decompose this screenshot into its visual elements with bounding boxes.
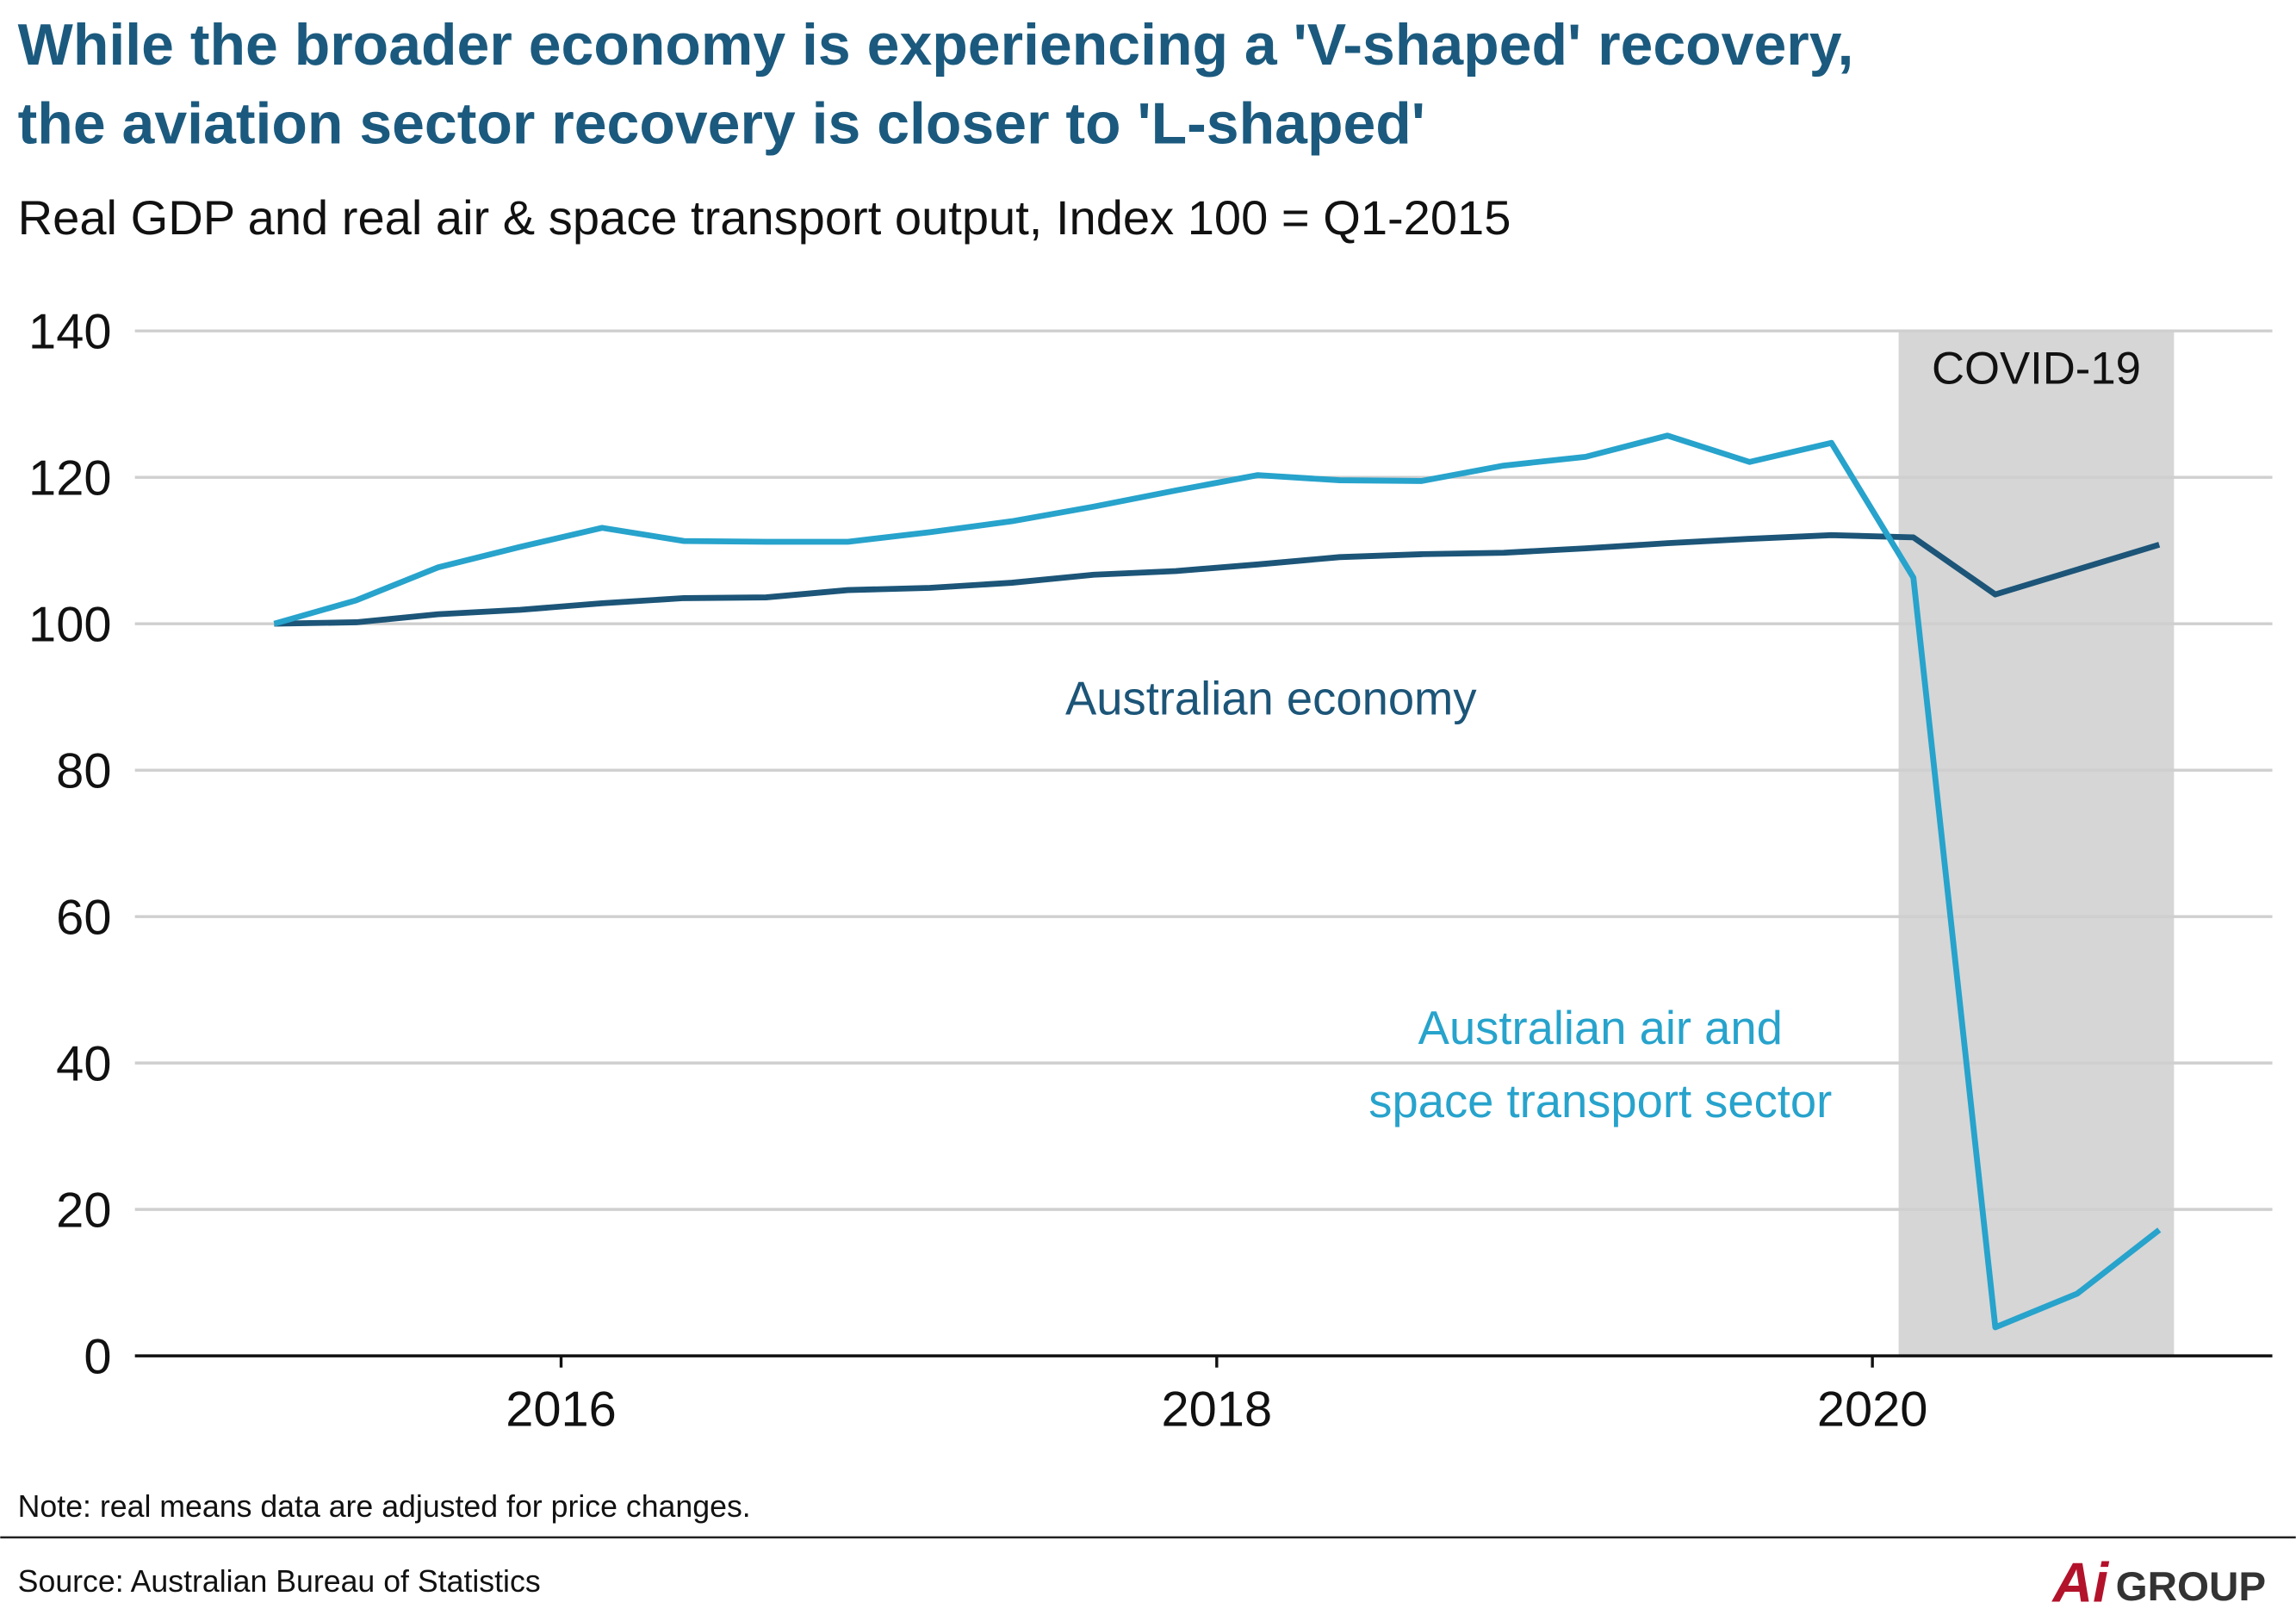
chart-title: the aviation sector recovery is closer t… bbox=[18, 91, 1425, 157]
note: Note: real means data are adjusted for p… bbox=[18, 1489, 751, 1524]
series-line bbox=[274, 531, 2161, 627]
x-tick-label: 2016 bbox=[506, 1382, 617, 1438]
y-tick-label: 20 bbox=[56, 1183, 111, 1239]
y-tick-label: 120 bbox=[28, 451, 111, 506]
chart-title: While the broader economy is experiencin… bbox=[18, 12, 1854, 78]
x-tick-label: 2020 bbox=[1817, 1382, 1928, 1438]
source: Source: Australian Bureau of Statistics bbox=[18, 1564, 541, 1599]
y-tick-label: 100 bbox=[28, 598, 111, 653]
chart-subtitle: Real GDP and real air & space transport … bbox=[18, 190, 1511, 245]
annotation: space transport sector bbox=[1368, 1075, 1832, 1127]
y-tick-label: 0 bbox=[84, 1330, 111, 1385]
logo-text: GROUP bbox=[2116, 1564, 2266, 1610]
y-tick-label: 80 bbox=[56, 744, 111, 799]
series-line bbox=[273, 432, 2162, 1331]
y-tick-label: 140 bbox=[28, 305, 111, 360]
logo-mark: Ai bbox=[2051, 1552, 2111, 1614]
y-tick-label: 40 bbox=[56, 1037, 111, 1092]
x-tick-label: 2018 bbox=[1162, 1382, 1273, 1438]
y-tick-label: 60 bbox=[56, 891, 111, 946]
shaded-region-label: COVID-19 bbox=[1932, 343, 2141, 394]
plot-area: COVID-19 0 20 40 60 80 100 120 140 2016 2018 2020 Au… bbox=[28, 305, 2273, 1438]
annotation: Australian economy bbox=[1065, 673, 1477, 725]
annotation: Australian air and bbox=[1418, 1002, 1783, 1054]
